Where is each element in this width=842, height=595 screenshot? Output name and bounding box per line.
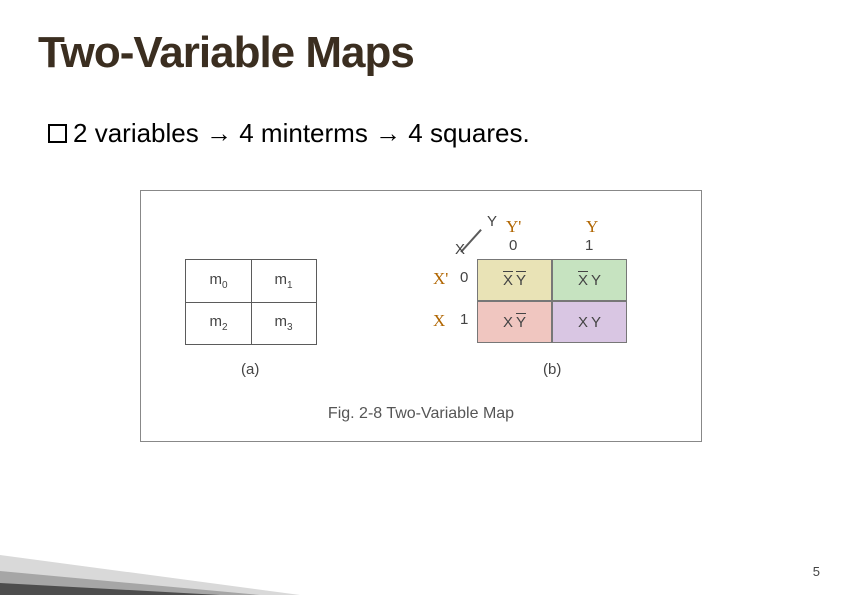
figure-caption: Fig. 2-8 Two-Variable Map bbox=[141, 405, 701, 423]
overlay-y-prime: Y' bbox=[506, 217, 521, 237]
overlay-y: Y bbox=[586, 217, 598, 237]
axis-x-label: X bbox=[455, 241, 465, 258]
cell-x-y: X Y bbox=[552, 301, 627, 343]
cell-m3: m3 bbox=[251, 302, 316, 344]
decor-wedge bbox=[0, 583, 220, 595]
bullet-line: 2 variables → 4 minterms → 4 squares. bbox=[48, 118, 530, 149]
overlay-x-prime: X' bbox=[433, 269, 448, 289]
slide-title: Two-Variable Maps bbox=[38, 28, 414, 78]
page-number: 5 bbox=[813, 564, 820, 579]
axis-y-label: Y bbox=[487, 213, 497, 230]
bullet-word2: 4 minterms bbox=[239, 118, 368, 148]
cell-m2: m2 bbox=[186, 302, 251, 344]
row-header-1: 1 bbox=[460, 311, 468, 328]
subfig-label-b: (b) bbox=[543, 361, 561, 378]
subfig-label-a: (a) bbox=[241, 361, 259, 378]
cell-xbar-y: X Y bbox=[552, 259, 627, 301]
col-header-1: 1 bbox=[585, 237, 593, 254]
kmap-grid-b: X Y X Y X Y X Y bbox=[477, 259, 627, 343]
slide: { "title": { "text": "Two-Variable Maps"… bbox=[0, 0, 842, 595]
cell-m1: m1 bbox=[251, 260, 316, 302]
cell-xbar-ybar: X Y bbox=[477, 259, 552, 301]
cell-m0: m0 bbox=[186, 260, 251, 302]
arrow-icon: → bbox=[375, 118, 401, 148]
kmap-grid-a: m0 m1 m2 m3 bbox=[185, 259, 317, 345]
bullet-word1: variables bbox=[95, 118, 199, 148]
bullet-marker bbox=[48, 124, 67, 143]
figure-frame: m0 m1 m2 m3 (a) Y X 0 1 0 1 X Y X Y X Y … bbox=[140, 190, 702, 442]
arrow-icon: → bbox=[206, 118, 232, 148]
cell-x-ybar: X Y bbox=[477, 301, 552, 343]
row-header-0: 0 bbox=[460, 269, 468, 286]
overlay-x: X bbox=[433, 311, 445, 331]
col-header-0: 0 bbox=[509, 237, 517, 254]
bullet-word3: 4 squares. bbox=[408, 118, 529, 148]
bullet-prefix: 2 bbox=[73, 118, 87, 148]
